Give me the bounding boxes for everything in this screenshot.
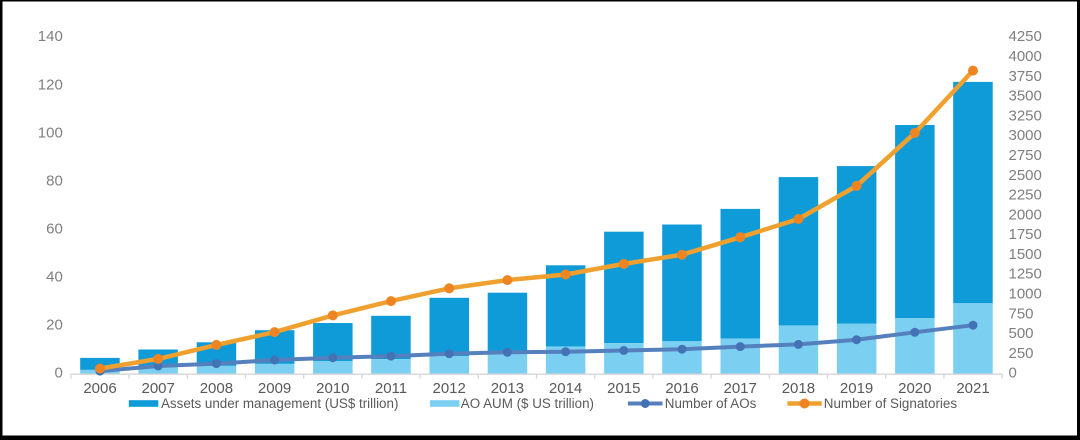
svg-text:2020: 2020 bbox=[898, 380, 931, 397]
svg-text:120: 120 bbox=[38, 76, 63, 93]
svg-text:1500: 1500 bbox=[1009, 246, 1042, 263]
svg-text:2750: 2750 bbox=[1009, 147, 1042, 164]
svg-text:2013: 2013 bbox=[491, 380, 524, 397]
svg-text:Number of Signatories: Number of Signatories bbox=[824, 396, 958, 411]
svg-text:2006: 2006 bbox=[83, 380, 116, 397]
svg-text:2019: 2019 bbox=[840, 380, 873, 397]
svg-text:Assets under management (US$ t: Assets under management (US$ trillion) bbox=[161, 396, 398, 411]
svg-text:750: 750 bbox=[1009, 305, 1034, 322]
svg-text:20: 20 bbox=[46, 317, 63, 334]
svg-text:2500: 2500 bbox=[1009, 167, 1042, 184]
svg-text:2016: 2016 bbox=[665, 380, 698, 397]
svg-text:2250: 2250 bbox=[1009, 187, 1042, 204]
svg-text:2011: 2011 bbox=[375, 380, 407, 397]
svg-text:60: 60 bbox=[46, 221, 63, 238]
svg-text:3750: 3750 bbox=[1009, 68, 1042, 85]
svg-text:3000: 3000 bbox=[1009, 127, 1042, 144]
svg-text:1250: 1250 bbox=[1009, 266, 1042, 283]
svg-text:AO AUM ($ US trillion): AO AUM ($ US trillion) bbox=[461, 396, 594, 411]
svg-text:2008: 2008 bbox=[200, 380, 233, 397]
svg-text:0: 0 bbox=[54, 365, 62, 382]
svg-text:4250: 4250 bbox=[1009, 28, 1042, 45]
svg-text:2010: 2010 bbox=[316, 380, 349, 397]
svg-text:250: 250 bbox=[1009, 345, 1034, 362]
svg-text:2018: 2018 bbox=[782, 380, 815, 397]
svg-text:140: 140 bbox=[38, 28, 63, 45]
svg-text:2007: 2007 bbox=[142, 380, 175, 397]
svg-text:3500: 3500 bbox=[1009, 88, 1042, 105]
svg-text:2012: 2012 bbox=[433, 380, 466, 397]
svg-text:2015: 2015 bbox=[607, 380, 640, 397]
svg-text:100: 100 bbox=[38, 124, 63, 141]
svg-text:2017: 2017 bbox=[724, 380, 757, 397]
svg-text:3250: 3250 bbox=[1009, 107, 1042, 124]
svg-text:1750: 1750 bbox=[1009, 226, 1042, 243]
svg-text:40: 40 bbox=[46, 269, 63, 286]
svg-text:2014: 2014 bbox=[549, 380, 582, 397]
svg-text:4000: 4000 bbox=[1009, 48, 1042, 65]
svg-text:2000: 2000 bbox=[1009, 206, 1042, 223]
svg-text:Number of AOs: Number of AOs bbox=[665, 396, 757, 411]
svg-text:2009: 2009 bbox=[258, 380, 291, 397]
svg-text:80: 80 bbox=[46, 172, 63, 189]
svg-text:500: 500 bbox=[1009, 325, 1034, 342]
svg-text:1000: 1000 bbox=[1009, 286, 1042, 303]
svg-text:2021: 2021 bbox=[956, 380, 989, 397]
svg-text:0: 0 bbox=[1009, 365, 1017, 382]
